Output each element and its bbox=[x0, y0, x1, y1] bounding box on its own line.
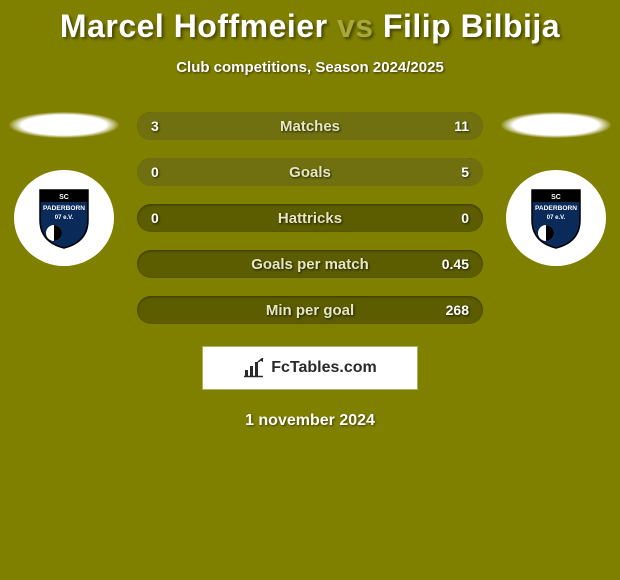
title-player2: Filip Bilbija bbox=[383, 8, 560, 44]
shield-icon: SC PADERBORN 07 e.V. bbox=[36, 186, 92, 250]
stats-bars: 311Matches 05Goals 00Hattricks 0.45Goals pe… bbox=[137, 112, 483, 324]
bar-label: Min per goal bbox=[137, 296, 483, 324]
svg-text:SC: SC bbox=[551, 194, 561, 201]
svg-text:PADERBORN: PADERBORN bbox=[535, 205, 577, 212]
stat-bar: 268Min per goal bbox=[137, 296, 483, 324]
bar-label: Goals per match bbox=[137, 250, 483, 278]
date-line: 1 november 2024 bbox=[0, 412, 620, 430]
bar-label: Goals bbox=[137, 158, 483, 186]
player-halo-left bbox=[9, 112, 119, 138]
main-row: SC PADERBORN 07 e.V. 311Matches 05Goals 00… bbox=[0, 112, 620, 324]
stat-bar: 311Matches bbox=[137, 112, 483, 140]
stat-bar: 05Goals bbox=[137, 158, 483, 186]
bar-label: Hattricks bbox=[137, 204, 483, 232]
bar-chart-icon bbox=[243, 358, 265, 378]
brand-box[interactable]: FcTables.com bbox=[202, 346, 418, 390]
player-halo-right bbox=[501, 112, 611, 138]
stat-bar: 00Hattricks bbox=[137, 204, 483, 232]
svg-text:07 e.V.: 07 e.V. bbox=[55, 215, 74, 221]
svg-text:PADERBORN: PADERBORN bbox=[43, 205, 85, 212]
page-title: Marcel Hoffmeier vs Filip Bilbija bbox=[0, 0, 620, 45]
title-vs: vs bbox=[328, 8, 383, 44]
title-player1: Marcel Hoffmeier bbox=[60, 8, 328, 44]
shield-icon: SC PADERBORN 07 e.V. bbox=[528, 186, 584, 250]
svg-text:07 e.V.: 07 e.V. bbox=[547, 215, 566, 221]
subtitle: Club competitions, Season 2024/2025 bbox=[0, 59, 620, 76]
bar-label: Matches bbox=[137, 112, 483, 140]
left-column: SC PADERBORN 07 e.V. bbox=[9, 112, 119, 266]
brand-label: FcTables.com bbox=[271, 359, 377, 377]
club-badge-right: SC PADERBORN 07 e.V. bbox=[506, 170, 606, 266]
right-column: SC PADERBORN 07 e.V. bbox=[501, 112, 611, 266]
svg-text:SC: SC bbox=[59, 194, 69, 201]
stat-bar: 0.45Goals per match bbox=[137, 250, 483, 278]
club-badge-left: SC PADERBORN 07 e.V. bbox=[14, 170, 114, 266]
